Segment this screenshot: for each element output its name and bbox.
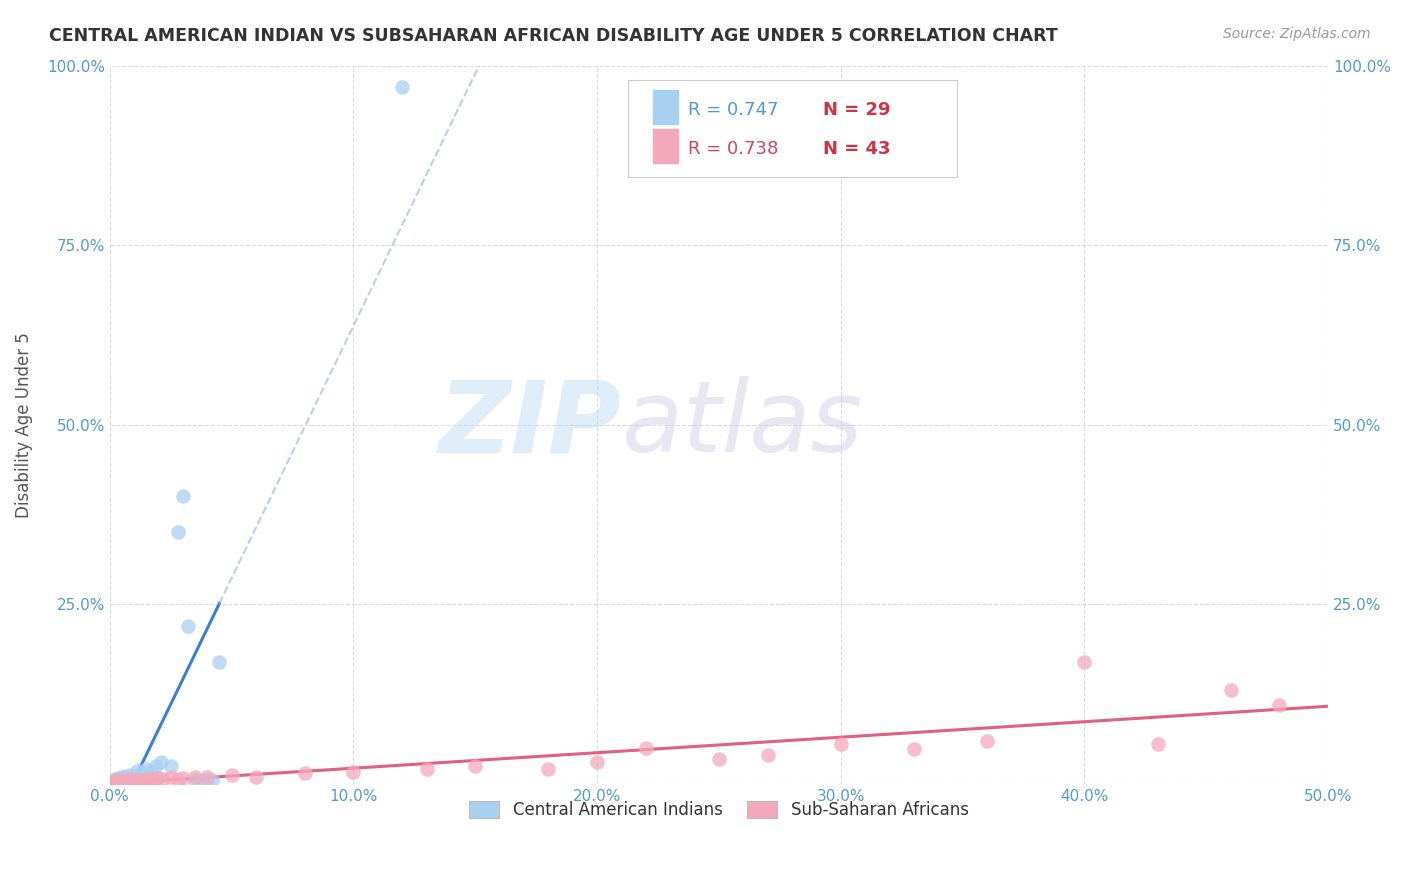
- Point: [152, 772, 174, 786]
- Point: [464, 758, 486, 772]
- Point: [184, 770, 207, 784]
- Point: [634, 740, 657, 755]
- Point: [1268, 698, 1291, 712]
- Point: [141, 764, 163, 778]
- Text: R = 0.738: R = 0.738: [689, 140, 779, 158]
- Point: [756, 747, 779, 762]
- Point: [830, 737, 852, 751]
- FancyBboxPatch shape: [627, 80, 956, 177]
- Point: [135, 772, 157, 787]
- Point: [1219, 683, 1241, 698]
- Point: [111, 773, 134, 788]
- Point: [138, 773, 160, 788]
- Point: [121, 773, 143, 788]
- Point: [101, 774, 124, 789]
- Point: [128, 773, 150, 788]
- Point: [122, 773, 145, 788]
- Text: CENTRAL AMERICAN INDIAN VS SUBSAHARAN AFRICAN DISABILITY AGE UNDER 5 CORRELATION: CENTRAL AMERICAN INDIAN VS SUBSAHARAN AF…: [49, 27, 1057, 45]
- FancyBboxPatch shape: [654, 90, 678, 124]
- Point: [108, 771, 131, 785]
- Point: [172, 490, 194, 504]
- Point: [195, 770, 218, 784]
- Text: Source: ZipAtlas.com: Source: ZipAtlas.com: [1223, 27, 1371, 41]
- Point: [707, 751, 730, 765]
- Point: [118, 768, 141, 782]
- Point: [105, 774, 128, 789]
- Point: [108, 773, 131, 788]
- Point: [195, 773, 218, 788]
- Text: N = 29: N = 29: [823, 102, 890, 120]
- Point: [201, 773, 224, 788]
- Point: [121, 773, 143, 788]
- Point: [148, 771, 170, 785]
- Point: [115, 772, 138, 787]
- Point: [1146, 737, 1168, 751]
- Point: [125, 773, 148, 788]
- Point: [118, 772, 141, 787]
- FancyBboxPatch shape: [654, 129, 678, 162]
- Point: [108, 772, 131, 787]
- Point: [101, 773, 124, 788]
- Point: [131, 766, 153, 780]
- Text: R = 0.747: R = 0.747: [689, 102, 779, 120]
- Point: [145, 773, 167, 788]
- Text: N = 43: N = 43: [823, 140, 890, 158]
- Point: [342, 764, 364, 779]
- Point: [135, 763, 157, 777]
- Point: [112, 770, 135, 784]
- Point: [221, 768, 243, 782]
- Point: [105, 773, 128, 788]
- Point: [415, 763, 437, 777]
- Point: [184, 773, 207, 788]
- Point: [122, 771, 145, 785]
- Point: [167, 772, 190, 787]
- Point: [191, 773, 214, 788]
- Text: ZIP: ZIP: [439, 376, 621, 473]
- Point: [111, 773, 134, 788]
- Point: [111, 770, 134, 784]
- Point: [586, 755, 609, 769]
- Point: [976, 733, 998, 747]
- Point: [104, 773, 127, 788]
- Point: [167, 525, 190, 540]
- Point: [141, 772, 163, 787]
- Point: [537, 763, 560, 777]
- Point: [104, 772, 127, 786]
- Point: [149, 755, 172, 769]
- Point: [391, 80, 413, 95]
- Point: [131, 773, 153, 788]
- Point: [112, 773, 135, 788]
- Text: atlas: atlas: [621, 376, 863, 473]
- Point: [159, 770, 181, 784]
- Point: [145, 758, 167, 772]
- Point: [208, 655, 231, 669]
- Y-axis label: Disability Age Under 5: Disability Age Under 5: [15, 332, 32, 517]
- Point: [125, 764, 148, 778]
- Point: [172, 771, 194, 785]
- Point: [245, 770, 267, 784]
- Point: [177, 619, 200, 633]
- Point: [142, 772, 165, 786]
- Point: [903, 742, 925, 756]
- Point: [1073, 655, 1095, 669]
- Point: [115, 773, 138, 788]
- Point: [159, 758, 181, 772]
- Legend: Central American Indians, Sub-Saharan Africans: Central American Indians, Sub-Saharan Af…: [463, 794, 976, 826]
- Point: [128, 770, 150, 784]
- Point: [294, 766, 316, 780]
